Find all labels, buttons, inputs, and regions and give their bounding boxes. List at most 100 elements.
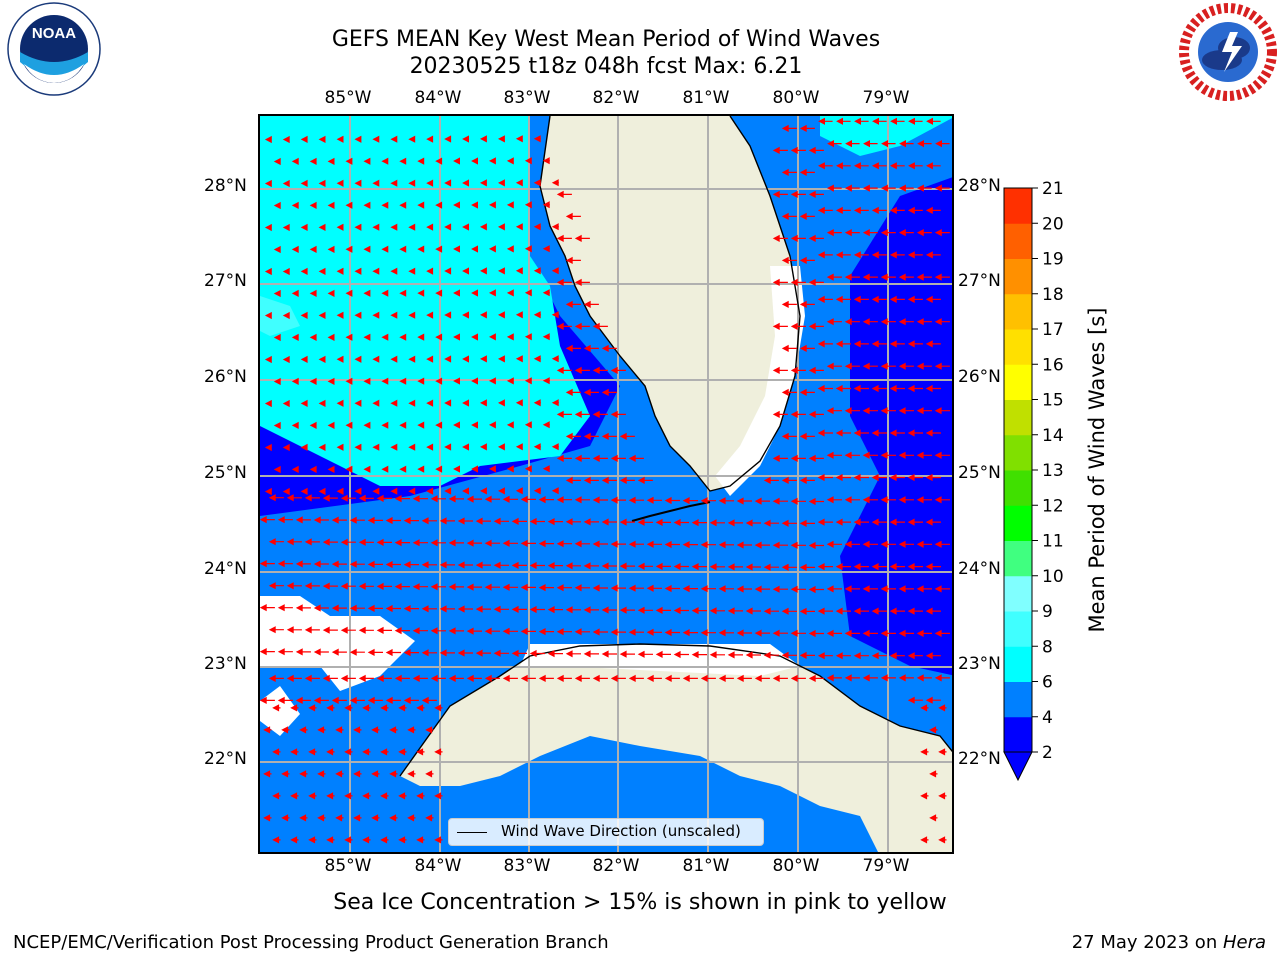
wind-wave-arrow (844, 585, 860, 593)
wind-wave-arrow (556, 584, 572, 592)
wind-wave-arrow (520, 539, 536, 547)
wind-wave-arrow (309, 421, 317, 429)
wind-wave-arrow (664, 628, 680, 637)
wind-wave-arrow (542, 377, 550, 385)
wind-wave-arrow (380, 704, 389, 712)
wind-wave-arrow (898, 184, 914, 192)
wind-wave-arrow (862, 540, 878, 548)
wind-wave-arrow (264, 267, 272, 276)
wind-wave-arrow (907, 206, 923, 214)
wind-wave-arrow (601, 562, 617, 570)
wind-wave-arrow (637, 518, 653, 526)
wind-wave-arrow (398, 748, 407, 756)
wind-wave-arrow (790, 190, 806, 198)
wind-wave-arrow (475, 517, 491, 525)
wind-wave-arrow (295, 696, 311, 704)
wind-wave-arrow (291, 421, 299, 429)
wind-wave-arrow (790, 454, 806, 462)
wind-wave-arrow (417, 421, 425, 429)
wind-wave-arrow (556, 322, 572, 330)
wind-wave-arrow (353, 770, 362, 778)
wind-wave-arrow (462, 267, 469, 275)
cuba-land (400, 644, 952, 852)
wind-wave-arrow (727, 519, 743, 527)
wind-wave-arrow (313, 696, 329, 704)
wind-wave-arrow (880, 540, 896, 548)
wind-wave-arrow (488, 201, 496, 209)
wind-wave-arrow (781, 651, 797, 659)
longitude-label-top: 83°W (503, 88, 551, 108)
wind-wave-arrow (565, 518, 581, 526)
wind-wave-arrow (354, 267, 362, 275)
wind-wave-arrow (309, 377, 317, 385)
wind-wave-arrow (920, 748, 929, 756)
wind-wave-arrow (272, 748, 281, 756)
map-title: GEFS MEAN Key West Mean Period of Wind W… (331, 27, 881, 52)
latitude-label-left: 22°N (204, 749, 247, 769)
wind-wave-arrow (538, 674, 554, 682)
wind-wave-arrow (273, 245, 281, 254)
wind-wave-arrow (340, 626, 356, 634)
wind-wave-arrow (403, 517, 419, 525)
wind-wave-arrow (439, 649, 455, 657)
wind-wave-arrow (826, 496, 842, 504)
florida-keys (631, 501, 711, 522)
wind-wave-arrow (380, 748, 389, 756)
wind-wave-arrow (515, 399, 523, 407)
wind-wave-arrow (363, 333, 371, 341)
wind-wave-arrow (425, 814, 434, 822)
wind-wave-arrow (358, 626, 374, 634)
longitude-label-bottom: 83°W (503, 856, 551, 876)
wind-wave-arrow (403, 605, 419, 613)
wind-wave-arrow (390, 355, 398, 363)
wind-wave-arrow (718, 585, 734, 593)
wind-wave-arrow (547, 518, 563, 526)
wind-wave-arrow (511, 605, 527, 613)
wind-wave-arrow (826, 229, 842, 237)
wind-wave-arrow (345, 201, 353, 209)
wind-wave-arrow (871, 563, 887, 571)
wind-wave-arrow (853, 473, 869, 482)
wind-wave-arrow (664, 496, 680, 505)
wind-wave-arrow (444, 487, 452, 495)
wind-wave-arrow (925, 340, 941, 348)
wind-wave-arrow (264, 487, 272, 496)
wind-wave-arrow (610, 454, 626, 462)
wind-wave-arrow (277, 696, 293, 704)
wind-wave-arrow (691, 607, 707, 615)
wind-wave-arrow (331, 560, 347, 568)
wind-wave-arrow (862, 318, 878, 326)
wind-wave-arrow (318, 487, 326, 495)
wind-wave-arrow (457, 649, 473, 657)
wind-wave-arrow (372, 443, 380, 451)
wind-wave-arrow (371, 814, 380, 822)
wind-wave-arrow (836, 117, 851, 125)
wind-wave-arrow (421, 696, 437, 704)
wind-wave-arrow (835, 607, 851, 615)
wind-wave-arrow (497, 267, 505, 275)
wind-wave-arrow (583, 388, 599, 396)
colorbar-segment (1004, 293, 1032, 330)
wind-wave-arrow (497, 311, 505, 319)
wind-wave-arrow (479, 399, 487, 407)
wind-wave-arrow (322, 674, 338, 682)
wind-wave-arrow (426, 267, 434, 275)
wind-wave-arrow (646, 628, 662, 636)
wind-wave-arrow (565, 300, 581, 308)
wind-wave-arrow (583, 562, 599, 570)
wind-wave-arrow (925, 473, 941, 482)
wind-wave-arrow (533, 487, 541, 495)
latitude-label-right: 23°N (958, 654, 1001, 674)
wind-wave-arrow (871, 295, 887, 303)
wind-wave-arrow (727, 607, 743, 615)
wind-wave-arrow (291, 157, 299, 165)
wind-wave-arrow (574, 366, 590, 374)
wind-wave-arrow (817, 429, 833, 437)
wind-wave-arrow (295, 604, 311, 612)
wind-wave-arrow (844, 451, 860, 459)
wind-wave-arrow (673, 650, 689, 659)
wind-wave-arrow (300, 487, 308, 495)
wind-wave-arrow (313, 648, 329, 656)
wind-wave-arrow (682, 497, 698, 505)
wind-wave-arrow (862, 496, 878, 504)
